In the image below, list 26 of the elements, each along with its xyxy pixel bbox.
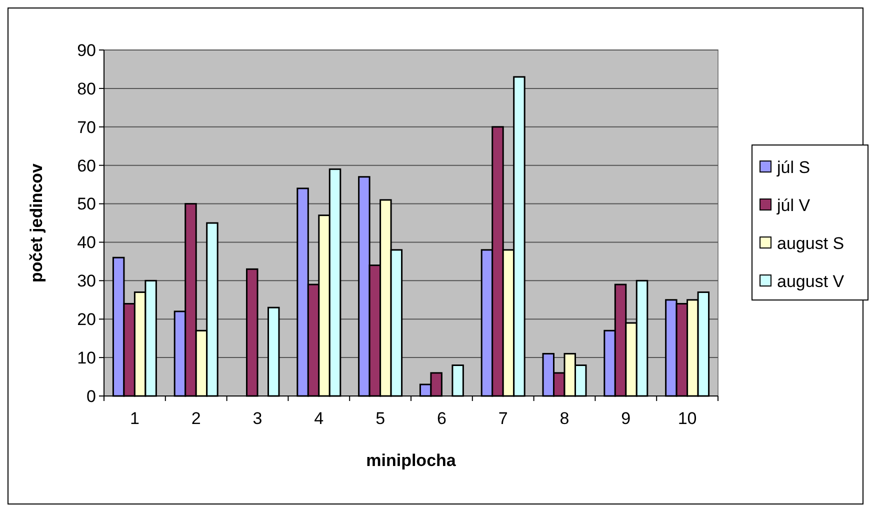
x-tick-label: 3 — [252, 409, 262, 428]
legend-label: júl V — [776, 196, 811, 215]
y-tick-label: 20 — [77, 310, 96, 330]
y-tick-label: 0 — [86, 386, 96, 406]
x-axis-title: miniplocha — [366, 451, 456, 470]
x-tick-label: 2 — [191, 409, 201, 428]
x-tick-label: 5 — [376, 409, 386, 428]
legend-label: august V — [777, 272, 845, 291]
y-tick-label: 90 — [77, 40, 96, 60]
legend-label: august S — [777, 234, 844, 253]
y-tick-label: 70 — [77, 118, 96, 137]
x-tick-label: 4 — [314, 409, 324, 428]
x-tick-label: 10 — [678, 409, 697, 428]
y-tick-label: 10 — [77, 348, 96, 368]
x-tick-label: 8 — [560, 409, 570, 428]
y-tick-label: 60 — [77, 156, 96, 176]
y-tick-label: 80 — [77, 79, 96, 98]
legend-label: júl S — [776, 158, 810, 177]
y-axis-title: počet jedincov — [27, 162, 46, 283]
y-tick-label: 40 — [77, 233, 96, 252]
x-tick-label: 7 — [498, 409, 508, 428]
y-tick-label: 30 — [77, 272, 96, 291]
x-tick-label: 6 — [436, 409, 446, 428]
x-tick-label: 9 — [621, 409, 631, 428]
x-tick-label: 1 — [130, 409, 140, 428]
y-tick-label: 50 — [77, 194, 96, 214]
